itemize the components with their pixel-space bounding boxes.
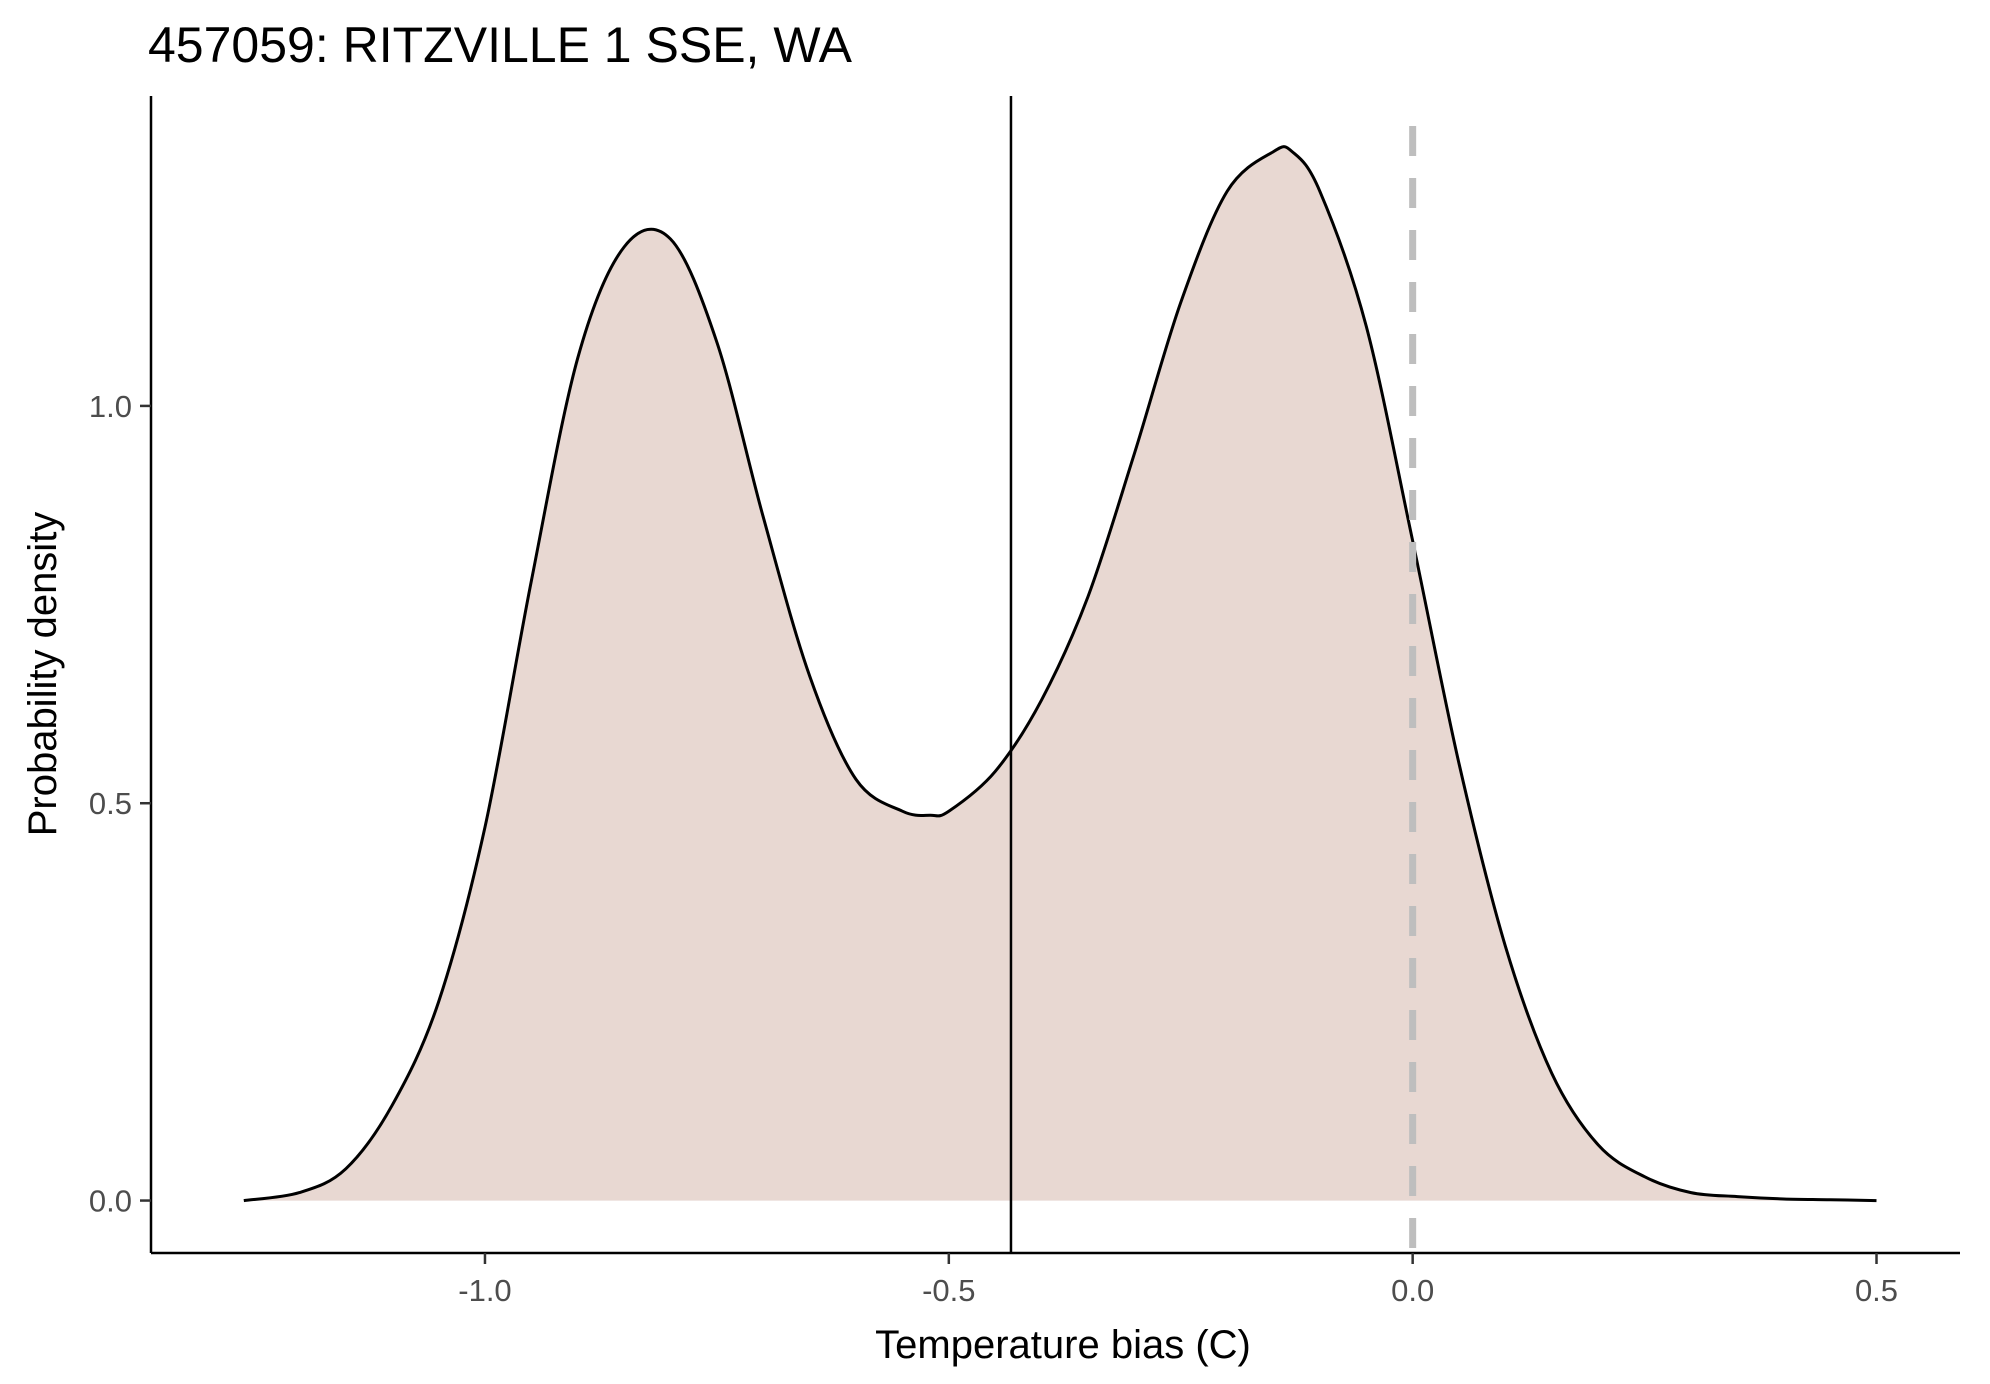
x-tick-label: 0.0 (1391, 1273, 1434, 1308)
y-tick-label: 0.0 (89, 1184, 132, 1219)
y-axis-title: Probability density (21, 512, 65, 837)
y-tick-label: 0.5 (89, 786, 132, 821)
x-tick-label: -1.0 (458, 1273, 511, 1308)
chart-title: 457059: RITZVILLE 1 SSE, WA (148, 17, 853, 73)
y-tick-label: 1.0 (89, 389, 132, 424)
y-axis-ticks: 0.0 0.5 1.0 (89, 389, 151, 1219)
x-axis-title: Temperature bias (C) (875, 1323, 1251, 1367)
x-tick-label: 0.5 (1855, 1273, 1898, 1308)
x-axis-ticks: -1.0 -0.5 0.0 0.5 (458, 1253, 1898, 1308)
plot-panel (243, 96, 1877, 1253)
density-area-fill (243, 146, 1877, 1201)
density-curve (243, 145, 1877, 1203)
x-tick-label: -0.5 (922, 1273, 975, 1308)
